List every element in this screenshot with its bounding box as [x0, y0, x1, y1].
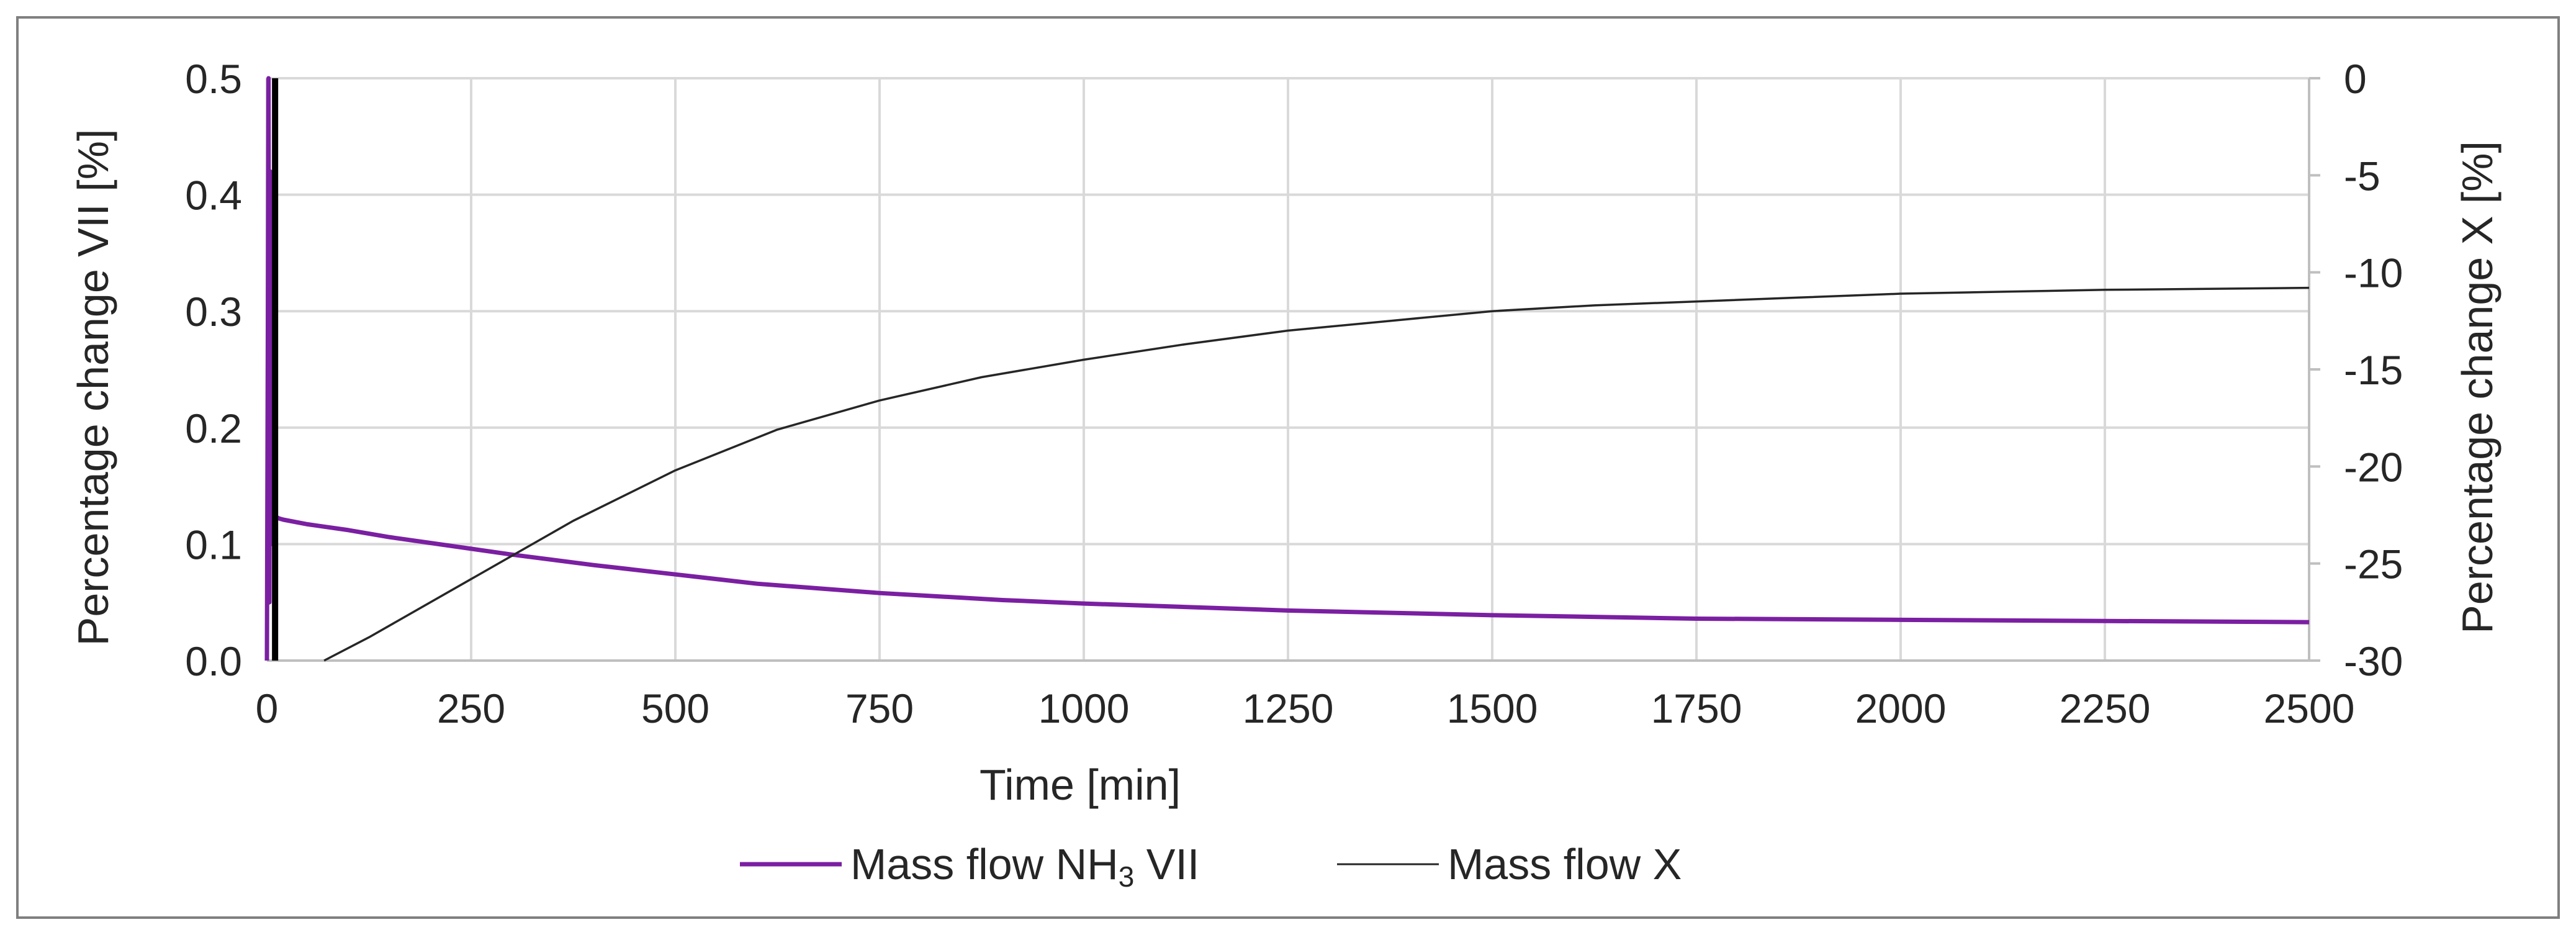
y-right-tick-label: -15 — [2344, 347, 2403, 393]
y-left-tick-label: 0.4 — [185, 173, 242, 219]
x-tick-label: 750 — [845, 685, 914, 731]
x-tick-label: 2250 — [2060, 685, 2151, 731]
series-line-nh3 — [264, 76, 2310, 661]
y-right-tick-label: -10 — [2344, 250, 2403, 296]
series-layer — [264, 76, 2310, 662]
series-line-x — [323, 286, 2310, 662]
y-left-tick-label: 0.3 — [185, 289, 242, 335]
y-right-axis-title: Percentage change X [%] — [2453, 141, 2502, 634]
y-right-tick-label: -30 — [2344, 638, 2403, 684]
y-left-tick-label: 0.0 — [185, 638, 242, 684]
legend: Mass flow NH3 VII Mass flow X — [740, 840, 1682, 893]
y-left-axis-title: Percentage change VII [%] — [69, 129, 117, 646]
y-right-tick-label: -5 — [2344, 153, 2380, 199]
grid-layer — [266, 77, 2310, 662]
chart-svg: 0 250 500 750 1000 1250 1500 1750 2000 2250 2500 0.… — [69, 56, 2502, 893]
x-tick-label: 1750 — [1651, 685, 1742, 731]
legend-label-x: Mass flow X — [1448, 840, 1682, 888]
x-tick-label: 1500 — [1447, 685, 1538, 731]
x-tick-label: 250 — [437, 685, 505, 731]
y-left-tick-label: 0.2 — [185, 405, 242, 451]
y-left-tick-label: 0.1 — [185, 522, 242, 567]
legend-label-nh3-sub: 3 — [1119, 860, 1135, 893]
y-right-tick-label: -20 — [2344, 444, 2403, 490]
chart-frame: 0 250 500 750 1000 1250 1500 1750 2000 2250 2500 0.… — [16, 16, 2560, 919]
legend-label-nh3-suffix: VII — [1134, 840, 1199, 888]
x-tick-label: 500 — [641, 685, 709, 731]
y-right-tick-label: -25 — [2344, 541, 2403, 587]
y-left-tick-label: 0.5 — [185, 56, 242, 102]
x-tick-label: 2000 — [1855, 685, 1947, 731]
x-tick-label: 1000 — [1038, 685, 1130, 731]
x-tick-label: 0 — [256, 685, 279, 731]
legend-label-nh3-main: Mass flow NH — [850, 840, 1119, 888]
x-tick-label: 2500 — [2264, 685, 2355, 731]
x-axis-title: Time [min] — [980, 761, 1181, 809]
axis-layer — [266, 77, 2320, 662]
x-tick-label: 1250 — [1243, 685, 1334, 731]
y-right-tick-label: 0 — [2344, 56, 2367, 102]
legend-label-nh3: Mass flow NH3 VII — [850, 840, 1199, 893]
tick-layer: 0 250 500 750 1000 1250 1500 1750 2000 2250 2500 0.… — [185, 56, 2403, 731]
